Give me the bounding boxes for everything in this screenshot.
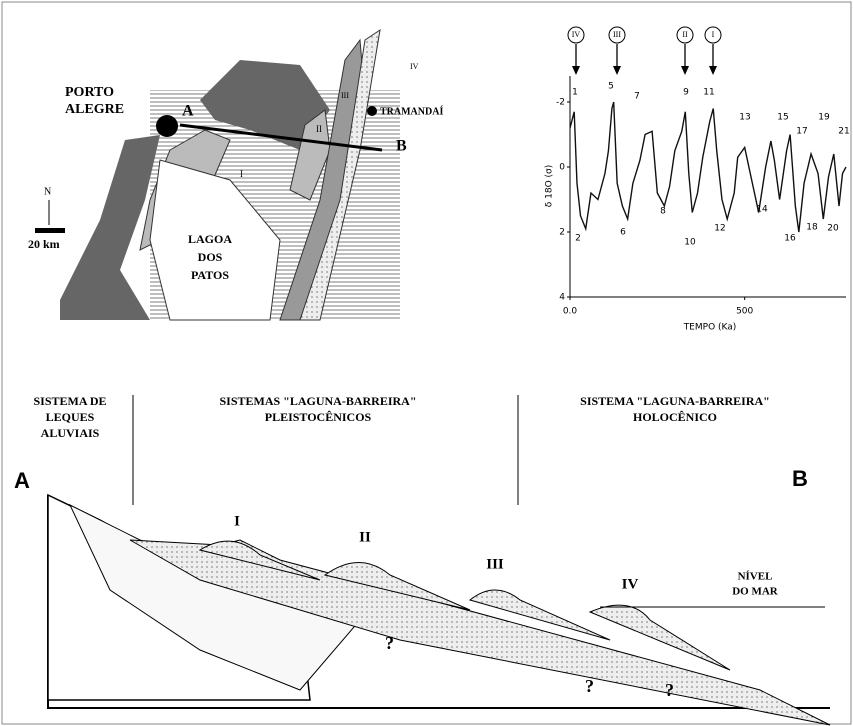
stage-label: 14 — [756, 205, 768, 215]
barrier-label: IV — [622, 576, 639, 592]
stage-label: 13 — [739, 113, 750, 123]
barrier-label: I — [240, 169, 243, 179]
end-label: A — [14, 468, 30, 493]
isotope-curve — [570, 102, 846, 232]
stage-label: 12 — [714, 224, 725, 234]
point-label: B — [396, 138, 407, 155]
arrow-head — [613, 66, 621, 75]
stage-label: 19 — [818, 113, 830, 123]
system-label: SISTEMAS "LAGUNA-BARREIRA" — [219, 394, 416, 408]
arrow-head — [572, 66, 580, 75]
stage-label: 6 — [620, 228, 626, 238]
lagoon-label: LAGOA — [188, 232, 232, 246]
figure: PORTO ALEGRE A B TRAMANDAÍ N 20 km LAGOA… — [0, 0, 853, 726]
barrier-label: I — [234, 513, 240, 529]
system-label: LEQUES — [46, 410, 95, 424]
stage-label: 21 — [838, 127, 849, 137]
lagoon-label: DOS — [198, 250, 223, 264]
stage-label: 16 — [784, 234, 796, 244]
scale-label: 20 km — [28, 237, 60, 251]
system-label: PLEISTOCÊNICOS — [265, 410, 372, 424]
unknown-label: ? — [385, 633, 394, 653]
y-tick-label: 4 — [559, 293, 565, 303]
barrier-label: IV — [410, 62, 419, 71]
cross-section: SISTEMA DE LEQUES ALUVIAIS SISTEMAS "LAG… — [14, 394, 830, 725]
city-label: PORTO — [65, 85, 114, 100]
sea-level-label: DO MAR — [732, 586, 779, 598]
stage-label: 5 — [608, 82, 614, 92]
point-label: A — [182, 103, 194, 120]
arrow-head — [681, 66, 689, 75]
stage-label: 18 — [806, 223, 818, 233]
city-label: ALEGRE — [65, 102, 124, 117]
system-label: SISTEMA DE — [33, 394, 106, 408]
stage-label: 1 — [572, 88, 578, 98]
arrow-label: III — [613, 30, 621, 39]
stage-label: 17 — [796, 127, 807, 137]
north-label: N — [44, 186, 51, 197]
lagoon-label: PATOS — [191, 268, 229, 282]
barrier-label: III — [486, 556, 504, 572]
end-label: B — [792, 466, 808, 491]
stage-label: 15 — [777, 113, 788, 123]
y-axis-label: δ 18O (σ) — [545, 165, 555, 208]
system-label: SISTEMA "LAGUNA-BARREIRA" — [580, 394, 770, 408]
arrow-label: I — [712, 30, 715, 39]
stage-label: 10 — [684, 238, 696, 248]
unknown-label: ? — [585, 676, 594, 696]
barrier-label: II — [316, 124, 322, 134]
town-label: TRAMANDAÍ — [380, 105, 443, 117]
system-label: ALUVIAIS — [41, 426, 100, 440]
town-dot — [367, 106, 377, 116]
barrier-label: II — [359, 529, 371, 545]
y-tick-label: 2 — [559, 228, 565, 238]
x-axis-label: TEMPO (Ka) — [683, 323, 737, 333]
city-dot — [156, 115, 178, 137]
barrier-label: III — [341, 91, 349, 100]
stage-label: 2 — [575, 234, 581, 244]
x-tick-label: 0.0 — [563, 307, 578, 317]
sea-level-label: NÍVEL — [738, 571, 773, 583]
stage-label: 8 — [660, 207, 666, 217]
arrow-label: II — [682, 30, 688, 39]
map: PORTO ALEGRE A B TRAMANDAÍ N 20 km LAGOA… — [28, 30, 443, 320]
y-tick-label: 0 — [559, 163, 565, 173]
stage-label: 11 — [703, 88, 714, 98]
x-tick-label: 500 — [736, 307, 753, 317]
arrow-label: IV — [572, 30, 581, 39]
stage-label: 7 — [634, 92, 640, 102]
arrow-head — [709, 66, 717, 75]
unknown-label: ? — [665, 680, 674, 700]
y-tick-label: -2 — [556, 98, 565, 108]
stage-label: 9 — [683, 88, 689, 98]
stage-label: 20 — [827, 224, 839, 234]
system-label: HOLOCÊNICO — [633, 410, 717, 424]
scale-bar — [35, 228, 65, 233]
